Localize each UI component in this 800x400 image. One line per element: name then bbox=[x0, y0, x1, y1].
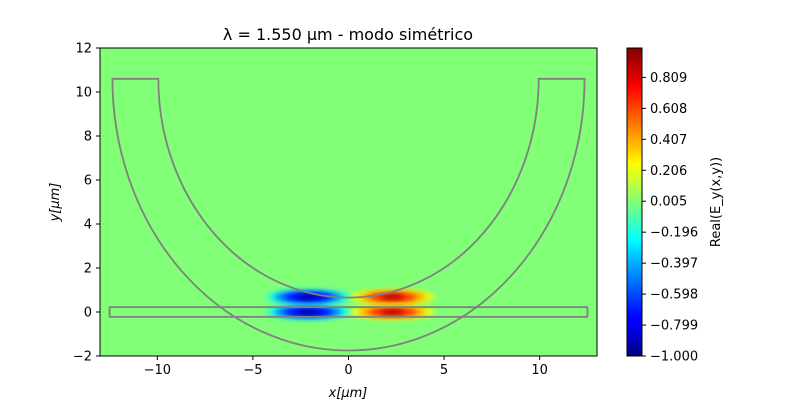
waveguide-outlines bbox=[108, 77, 589, 352]
y-axis: −2 0 2 4 6 8 10 12 bbox=[73, 42, 100, 365]
colorbar-tick-label: −0.397 bbox=[650, 257, 698, 272]
colorbar-gradient bbox=[626, 47, 643, 357]
x-tick-label: 5 bbox=[440, 363, 448, 378]
colorbar-tick-label: 0.809 bbox=[650, 71, 687, 86]
x-axis: −10 −5 0 5 10 bbox=[144, 356, 548, 378]
colorbar-tick-label: 0.608 bbox=[650, 102, 687, 117]
field-lobe-1-layer-3 bbox=[380, 309, 405, 315]
x-tick-label: −5 bbox=[243, 363, 262, 378]
chart-title: λ = 1.550 μm - modo simétrico bbox=[223, 25, 473, 44]
x-axis-label: x[μm] bbox=[328, 386, 368, 400]
field-background bbox=[100, 48, 597, 356]
field-lobe-0-layer-3 bbox=[296, 309, 321, 315]
field-lobe-2-layer-3 bbox=[296, 294, 321, 300]
colorbar-ticks: −1.000 −0.799 −0.598 −0.397 −0.196 0.005 0.206… bbox=[642, 71, 698, 365]
colorbar-tick-label: 0.206 bbox=[650, 164, 687, 179]
colorbar-tick-label: 0.407 bbox=[650, 133, 687, 148]
colorbar-tick-label: 0.005 bbox=[650, 195, 687, 210]
colorbar-tick-label: −1.000 bbox=[650, 350, 698, 365]
straight-waveguide bbox=[108, 306, 589, 318]
ring-waveguide bbox=[111, 77, 586, 352]
x-tick-label: −10 bbox=[144, 363, 171, 378]
y-tick-label: 10 bbox=[75, 86, 92, 101]
y-tick-label: 6 bbox=[84, 174, 92, 189]
y-tick-label: 8 bbox=[84, 130, 92, 145]
colorbar-label: Real(E_y(x,y)) bbox=[709, 157, 724, 247]
y-tick-label: 4 bbox=[84, 218, 92, 233]
colorbar-tick-label: −0.196 bbox=[650, 226, 698, 241]
colorbar-tick-label: −0.799 bbox=[650, 319, 698, 334]
y-tick-label: −2 bbox=[73, 350, 92, 365]
y-tick-label: 0 bbox=[84, 306, 92, 321]
plot-area bbox=[99, 47, 598, 357]
colorbar: −1.000 −0.799 −0.598 −0.397 −0.196 0.005 0.206… bbox=[626, 47, 724, 365]
x-tick-label: 0 bbox=[344, 363, 352, 378]
y-tick-label: 2 bbox=[84, 262, 92, 277]
y-tick-label: 12 bbox=[75, 42, 92, 57]
x-tick-label: 10 bbox=[531, 363, 548, 378]
y-axis-label: y[μm] bbox=[48, 183, 63, 223]
colorbar-tick-label: −0.598 bbox=[650, 288, 698, 303]
field-lobe-3-layer-3 bbox=[380, 294, 405, 300]
